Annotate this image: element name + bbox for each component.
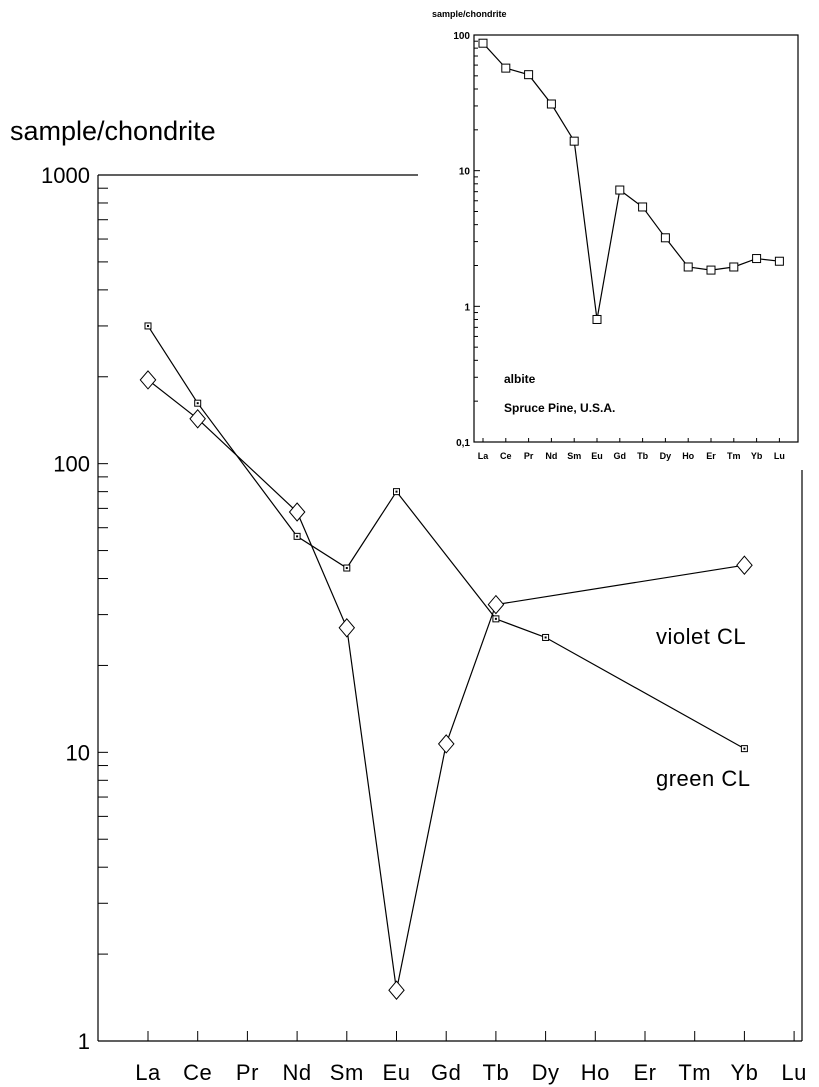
inset-background — [418, 0, 818, 470]
inset-axes — [473, 34, 799, 443]
inset-annotation-mineral: albite — [504, 372, 536, 386]
y-tick-label: 100 — [453, 31, 470, 42]
inset-series — [478, 38, 784, 324]
x-tick-label-er: Er — [706, 451, 716, 461]
y-tick-label: 100 — [53, 452, 90, 477]
point-violet-cl-nd — [288, 502, 306, 522]
series-line-green-cl — [147, 325, 745, 750]
x-tick-label-yb: Yb — [730, 1060, 758, 1085]
x-tick-label-ce: Ce — [500, 451, 512, 461]
main-chart: sample/chondrite 1 10 100 1000 La Ce Pr Nd Sm Eu… — [10, 116, 806, 1085]
main-y-ticks: 1 10 100 1000 — [41, 163, 108, 1054]
x-tick-label-tm: Tm — [678, 1060, 711, 1085]
x-tick-label-lu: Lu — [781, 1060, 806, 1085]
x-tick-label-la: La — [478, 451, 489, 461]
point-dot — [395, 490, 398, 493]
x-tick-label-gd: Gd — [614, 451, 627, 461]
point-series-0-nd — [546, 99, 556, 109]
point-violet-cl-yb — [736, 555, 753, 575]
point-violet-cl-gd — [437, 734, 455, 754]
y-tick-label: 1 — [464, 302, 470, 313]
x-tick-label-eu: Eu — [591, 451, 603, 461]
x-tick-label-pr: Pr — [524, 451, 534, 461]
x-tick-label-ho: Ho — [682, 451, 694, 461]
y-tick-label: 0,1 — [456, 438, 470, 449]
point-dot — [345, 567, 348, 570]
main-series — [139, 322, 753, 1000]
series-line-violet-cl — [147, 379, 745, 991]
point-series-0-lu — [774, 256, 784, 266]
point-dot — [743, 747, 746, 750]
x-tick-label-nd: Nd — [283, 1060, 312, 1085]
y-tick-label: 10 — [459, 167, 471, 178]
inset-y-axis-label: sample/chondrite — [432, 9, 507, 19]
point-series-0-dy — [660, 233, 670, 243]
point-series-0-eu — [592, 314, 602, 324]
inset-y-ticks: 0,1 1 10 100 — [453, 31, 480, 449]
point-violet-cl-eu — [388, 980, 405, 1000]
x-tick-label-ce: Ce — [183, 1060, 212, 1085]
y-tick-label: 1000 — [41, 163, 90, 188]
y-tick-label: 10 — [66, 740, 90, 765]
point-series-0-tm — [729, 262, 739, 272]
main-y-axis-label: sample/chondrite — [10, 116, 216, 146]
x-tick-label-gd: Gd — [431, 1060, 461, 1085]
point-series-0-yb — [752, 254, 762, 264]
inset-chart: sample/chondrite 0,1 1 10 100 La Ce Pr Nd Sm Eu G… — [418, 0, 818, 470]
inset-annotation-locality: Spruce Pine, U.S.A. — [504, 401, 615, 415]
series-label-violet-cl: violet CL — [656, 624, 746, 649]
point-series-0-pr — [524, 70, 534, 80]
main-x-ticks: La Ce Pr Nd Sm Eu Gd Tb Dy Ho Er Tm Yb Lu — [135, 1031, 806, 1085]
x-tick-label-tb: Tb — [637, 451, 648, 461]
x-tick-label-eu: Eu — [383, 1060, 411, 1085]
inset-frame — [473, 34, 799, 443]
point-series-0-ce — [501, 63, 511, 73]
x-tick-label-tm: Tm — [727, 451, 741, 461]
y-tick-label: 1 — [78, 1029, 90, 1054]
point-series-0-tb — [638, 202, 648, 212]
point-dot — [544, 636, 547, 639]
point-dot — [296, 535, 299, 538]
x-tick-label-ho: Ho — [581, 1060, 610, 1085]
x-tick-label-yb: Yb — [751, 451, 763, 461]
point-violet-cl-la — [139, 370, 157, 390]
point-violet-cl-sm — [338, 618, 356, 638]
x-tick-label-la: La — [135, 1060, 161, 1085]
series-label-green-cl: green CL — [656, 766, 751, 791]
x-tick-label-er: Er — [634, 1060, 657, 1085]
x-tick-label-tb: Tb — [483, 1060, 510, 1085]
point-series-0-sm — [569, 136, 579, 146]
point-dot — [147, 324, 149, 327]
point-series-0-ho — [683, 262, 693, 272]
x-tick-label-dy: Dy — [532, 1060, 560, 1085]
point-series-0-gd — [615, 185, 625, 195]
x-tick-label-dy: Dy — [660, 451, 672, 461]
point-violet-cl-ce — [189, 409, 206, 429]
x-tick-label-lu: Lu — [774, 451, 785, 461]
inset-x-ticks: La Ce Pr Nd Sm Eu Gd Tb Dy Ho Er Tm Yb Lu — [478, 438, 785, 461]
point-dot — [196, 402, 199, 405]
x-tick-label-sm: Sm — [330, 1060, 364, 1085]
point-violet-cl-tb — [487, 594, 505, 615]
main-axes — [97, 174, 803, 1042]
x-tick-label-nd: Nd — [545, 451, 557, 461]
x-tick-label-pr: Pr — [236, 1060, 259, 1085]
point-dot — [494, 617, 497, 620]
point-series-0-la — [478, 38, 488, 48]
x-tick-label-sm: Sm — [567, 451, 581, 461]
point-series-0-er — [706, 265, 716, 275]
